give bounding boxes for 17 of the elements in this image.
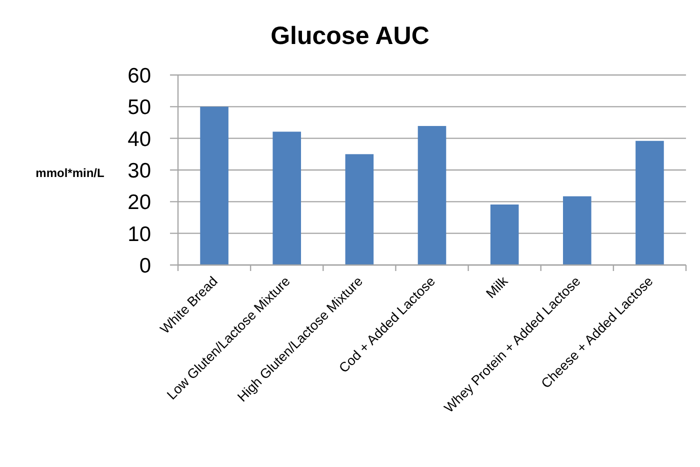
- y-tick-label: 0: [139, 254, 151, 278]
- bar: [418, 126, 446, 265]
- bar: [200, 106, 228, 265]
- x-tick-label: Milk: [483, 273, 511, 302]
- y-tick-label: 50: [128, 96, 151, 120]
- bar: [345, 154, 374, 265]
- bar: [562, 196, 592, 265]
- y-tick-label: 40: [128, 128, 151, 151]
- bar: [490, 204, 519, 265]
- y-axis-title: mmol*min/L: [36, 166, 104, 180]
- y-tick-label: 30: [128, 160, 151, 183]
- bar: [636, 140, 664, 265]
- chart-title: Glucose AUC: [270, 22, 430, 50]
- y-tick-label: 60: [128, 64, 151, 88]
- bar: [272, 132, 302, 265]
- y-tick-label: 10: [128, 222, 151, 246]
- y-tick-label: 20: [128, 191, 151, 214]
